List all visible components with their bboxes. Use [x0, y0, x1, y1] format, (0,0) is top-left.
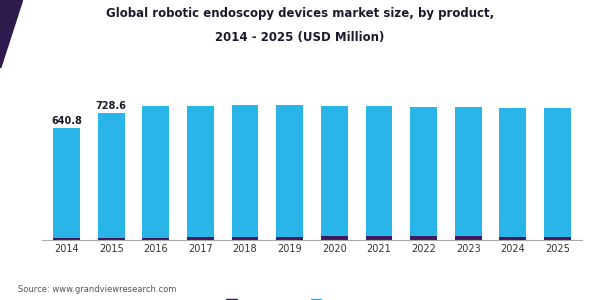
Bar [53, 238, 80, 240]
Bar [365, 106, 392, 236]
Bar [365, 236, 392, 240]
Text: Source: www.grandviewresearch.com: Source: www.grandviewresearch.com [18, 285, 176, 294]
Bar [232, 237, 259, 240]
Bar [98, 238, 125, 240]
Bar [276, 105, 303, 237]
Bar [499, 108, 526, 237]
Bar [321, 106, 348, 236]
Bar [455, 236, 482, 240]
Bar [232, 105, 259, 237]
Polygon shape [0, 0, 22, 68]
Text: 640.8: 640.8 [51, 116, 82, 126]
Bar [187, 106, 214, 237]
Legend: Diagnostic, Therapeutics: Diagnostic, Therapeutics [223, 296, 401, 300]
Text: 2014 - 2025 (USD Million): 2014 - 2025 (USD Million) [215, 32, 385, 44]
Bar [142, 106, 169, 238]
Text: Global robotic endoscopy devices market size, by product,: Global robotic endoscopy devices market … [106, 8, 494, 20]
Text: 728.6: 728.6 [96, 101, 127, 111]
Bar [142, 238, 169, 240]
Bar [410, 236, 437, 240]
Bar [53, 128, 80, 238]
Bar [187, 237, 214, 240]
Bar [544, 237, 571, 240]
Bar [410, 107, 437, 236]
Bar [499, 237, 526, 240]
Bar [276, 237, 303, 240]
Bar [544, 108, 571, 237]
Bar [455, 107, 482, 236]
Bar [98, 113, 125, 238]
Bar [321, 236, 348, 240]
